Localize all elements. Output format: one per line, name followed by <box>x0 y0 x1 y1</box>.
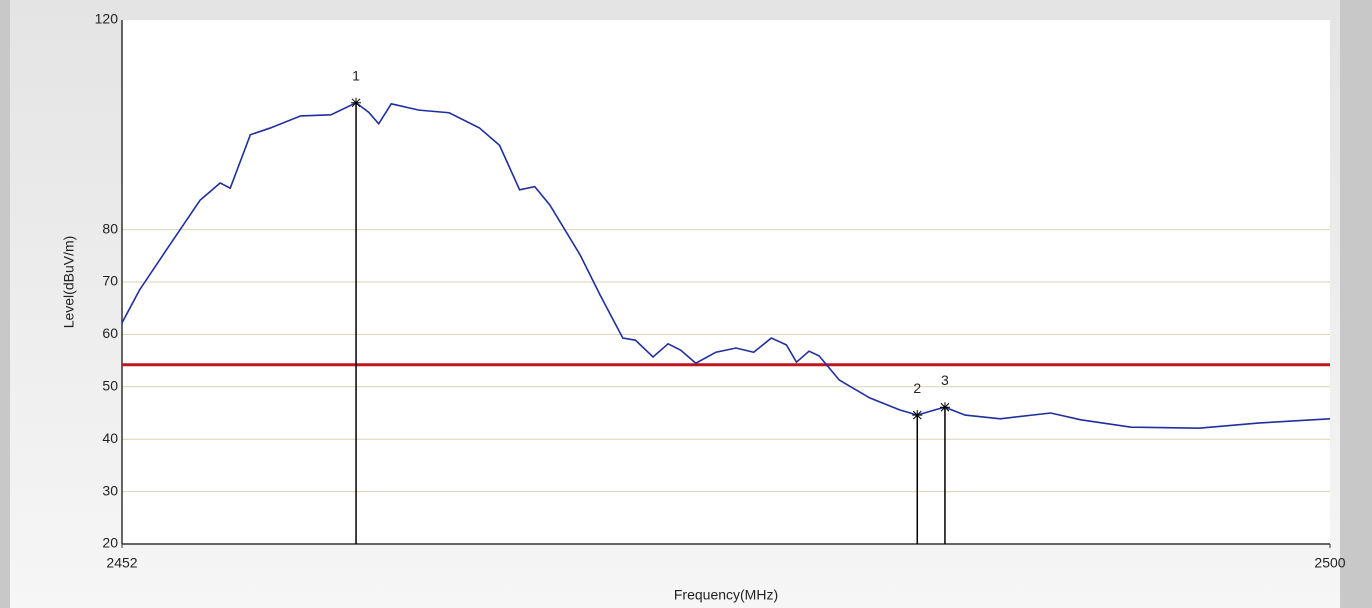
x-tick-label: 2500 <box>1314 555 1345 571</box>
y-tick-label: 20 <box>102 535 118 551</box>
y-tick-label: 30 <box>102 482 118 498</box>
y-axis-label: Level(dBuV/m) <box>61 236 77 329</box>
panel-edge <box>1340 0 1372 608</box>
marker-star <box>939 402 950 413</box>
marker-star <box>912 410 923 421</box>
trace <box>121 101 1331 429</box>
marker-star <box>351 97 362 108</box>
marker-label: 3 <box>941 372 949 388</box>
y-tick-label: 60 <box>102 325 118 341</box>
y-tick-label: 120 <box>95 11 119 27</box>
y-tick-label: 80 <box>102 220 118 236</box>
panel-edge <box>0 0 10 608</box>
x-tick-label: 2452 <box>106 555 137 571</box>
y-tick-label: 70 <box>102 273 118 289</box>
x-axis-label: Frequency(MHz) <box>674 587 778 603</box>
y-tick-label: 50 <box>102 378 118 394</box>
marker-label: 2 <box>913 380 921 396</box>
y-tick-label: 40 <box>102 430 118 446</box>
marker-label: 1 <box>352 67 360 83</box>
